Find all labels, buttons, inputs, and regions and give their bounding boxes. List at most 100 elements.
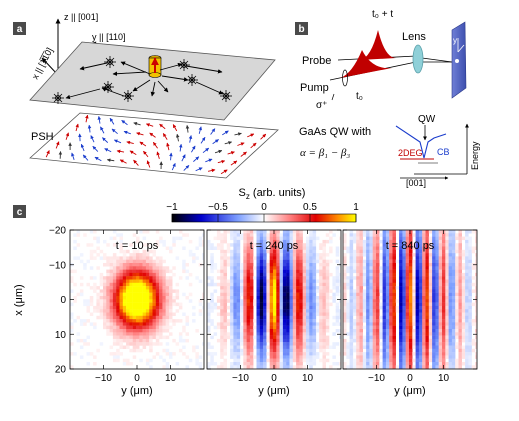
psh-spin-arrow <box>113 139 122 144</box>
colorbar-tick-label: 0.5 <box>303 202 317 213</box>
z-axis-label: z || [001] <box>64 12 98 22</box>
polarization-ring <box>342 69 348 87</box>
probe-pulse <box>360 30 396 60</box>
x-tick-label: −10 <box>232 373 249 384</box>
psh-spin-arrow <box>171 162 176 171</box>
screen-axes <box>457 38 465 53</box>
colorbar-tick-label: −1 <box>166 202 178 213</box>
psh-spin-arrow <box>250 142 257 149</box>
panel-b-badge <box>295 22 308 35</box>
psh-spin-arrow <box>126 140 134 145</box>
psh-spin-arrow <box>92 145 99 152</box>
panel-a-letter: a <box>17 24 23 35</box>
psh-spin-arrow <box>82 154 89 161</box>
precessing-spins <box>52 56 232 104</box>
psh-label: PSH <box>31 131 54 143</box>
c-ylabel: x (μm) <box>13 284 25 315</box>
psh-spin-arrow <box>106 158 115 162</box>
lens-label: Lens <box>402 31 426 43</box>
psh-spin-arrow <box>97 116 102 124</box>
psh-spin-arrow <box>75 123 79 132</box>
spin-maps: t = 10 ps −10 0 10 y (μm) t = 240 ps −10 0 10 y (… <box>49 226 478 397</box>
qw-label: QW <box>418 114 436 125</box>
cb-label: CB <box>437 147 450 157</box>
psh-spin-arrow <box>123 130 131 135</box>
psh-spin-arrow <box>133 159 139 166</box>
colorbar-tick-label: 1 <box>353 202 359 213</box>
psh-spin-arrow <box>172 124 178 132</box>
colorbar-ticks: −1 −0.5 0 0.5 1 <box>166 202 359 222</box>
spin-map-1: t = 10 ps −10 0 10 y (μm) <box>69 229 205 397</box>
psh-spin-arrow <box>222 130 229 136</box>
psh-spin-arrow <box>202 147 210 154</box>
psh-spin-arrow <box>191 145 196 153</box>
psh-spin-arrow <box>217 159 226 164</box>
panel-b: b Probe Pump t₀ + t t₀ σ⁺ Lens y x Ga <box>295 9 480 188</box>
x-tick-label: 10 <box>165 373 177 384</box>
psh-spin-arrow <box>94 156 102 162</box>
upper-plane <box>29 41 276 121</box>
psh-spin-arrow <box>205 158 213 163</box>
lens <box>412 44 424 74</box>
psh-spin-arrow <box>111 128 118 135</box>
psh-spin-arrow <box>100 126 105 134</box>
x-tick-label: 10 <box>438 373 450 384</box>
psh-spin-arrow <box>200 136 206 144</box>
screen-x-label: x <box>466 41 470 50</box>
psh-spin-arrow <box>80 143 85 152</box>
y-tick-label: −20 <box>49 226 66 237</box>
psh-spin-arrow <box>169 152 173 161</box>
psh-spin-arrow <box>214 149 223 154</box>
psh-spin-arrow <box>260 133 267 140</box>
t0-label: t₀ <box>356 91 363 102</box>
y-tick-label: 10 <box>55 330 67 341</box>
map-xlabel: y (μm) <box>258 385 289 397</box>
panel-b-letter: b <box>298 24 304 35</box>
x-tick-label: 10 <box>302 373 314 384</box>
psh-spin-arrow <box>234 132 242 136</box>
psh-spin-arrow <box>237 142 245 146</box>
psh-spin-arrow <box>45 150 50 158</box>
map-time-label: t = 240 ps <box>250 240 299 252</box>
psh-spin-arrow <box>198 126 203 134</box>
map-xlabel: y (μm) <box>394 385 425 397</box>
psh-spin-arrow <box>159 123 166 130</box>
psh-spin-arrow <box>104 148 112 153</box>
x-tick-label: 0 <box>134 373 140 384</box>
spin-map-3: t = 840 ps −10 0 10 y (μm) <box>342 229 478 397</box>
psh-spin-arrow <box>65 132 70 140</box>
y-tick-label: 0 <box>60 295 66 306</box>
t0-dt-label: t₀ + t <box>372 9 393 20</box>
psh-spin-helix <box>45 114 267 175</box>
2deg-label: 2DEG <box>398 148 423 158</box>
qw-title: GaAs QW with <box>299 126 371 138</box>
psh-spin-arrow <box>212 139 219 145</box>
psh-spin-arrow <box>143 150 149 158</box>
psh-spin-arrow <box>240 151 247 157</box>
psh-spin-arrow <box>71 152 75 160</box>
psh-spin-arrow <box>195 167 203 172</box>
psh-spin-arrow <box>230 160 238 166</box>
panel-c: c Sz (arb. units) −1 −0.5 0 0.5 1 t = 10 ps −… <box>13 187 478 397</box>
psh-spin-arrow <box>220 169 228 175</box>
psh-spin-arrow <box>87 124 92 133</box>
band-diagram <box>395 123 469 175</box>
psh-spin-arrow <box>224 141 233 145</box>
psh-spin-arrow <box>139 141 147 147</box>
psh-spin-arrow <box>247 133 255 138</box>
probe-label: Probe <box>302 55 331 67</box>
panel-c-badge <box>13 205 26 218</box>
psh-spin-arrow <box>210 128 216 135</box>
screen-y-label: y <box>453 36 457 45</box>
psh-spin-arrow <box>146 123 154 127</box>
psh-spin-arrow <box>133 122 141 126</box>
x-axis-label: x || [1̅1̅0] <box>30 46 55 81</box>
spin-map-2: t = 240 ps −10 0 10 y (μm) <box>206 229 342 397</box>
map-xlabel: y (μm) <box>121 385 152 397</box>
panel-a-badge <box>13 22 26 35</box>
psh-spin-arrow <box>90 135 95 143</box>
pump-label: Pump <box>300 82 329 94</box>
x-tick-label: 0 <box>271 373 277 384</box>
psh-spin-arrow <box>119 159 127 164</box>
